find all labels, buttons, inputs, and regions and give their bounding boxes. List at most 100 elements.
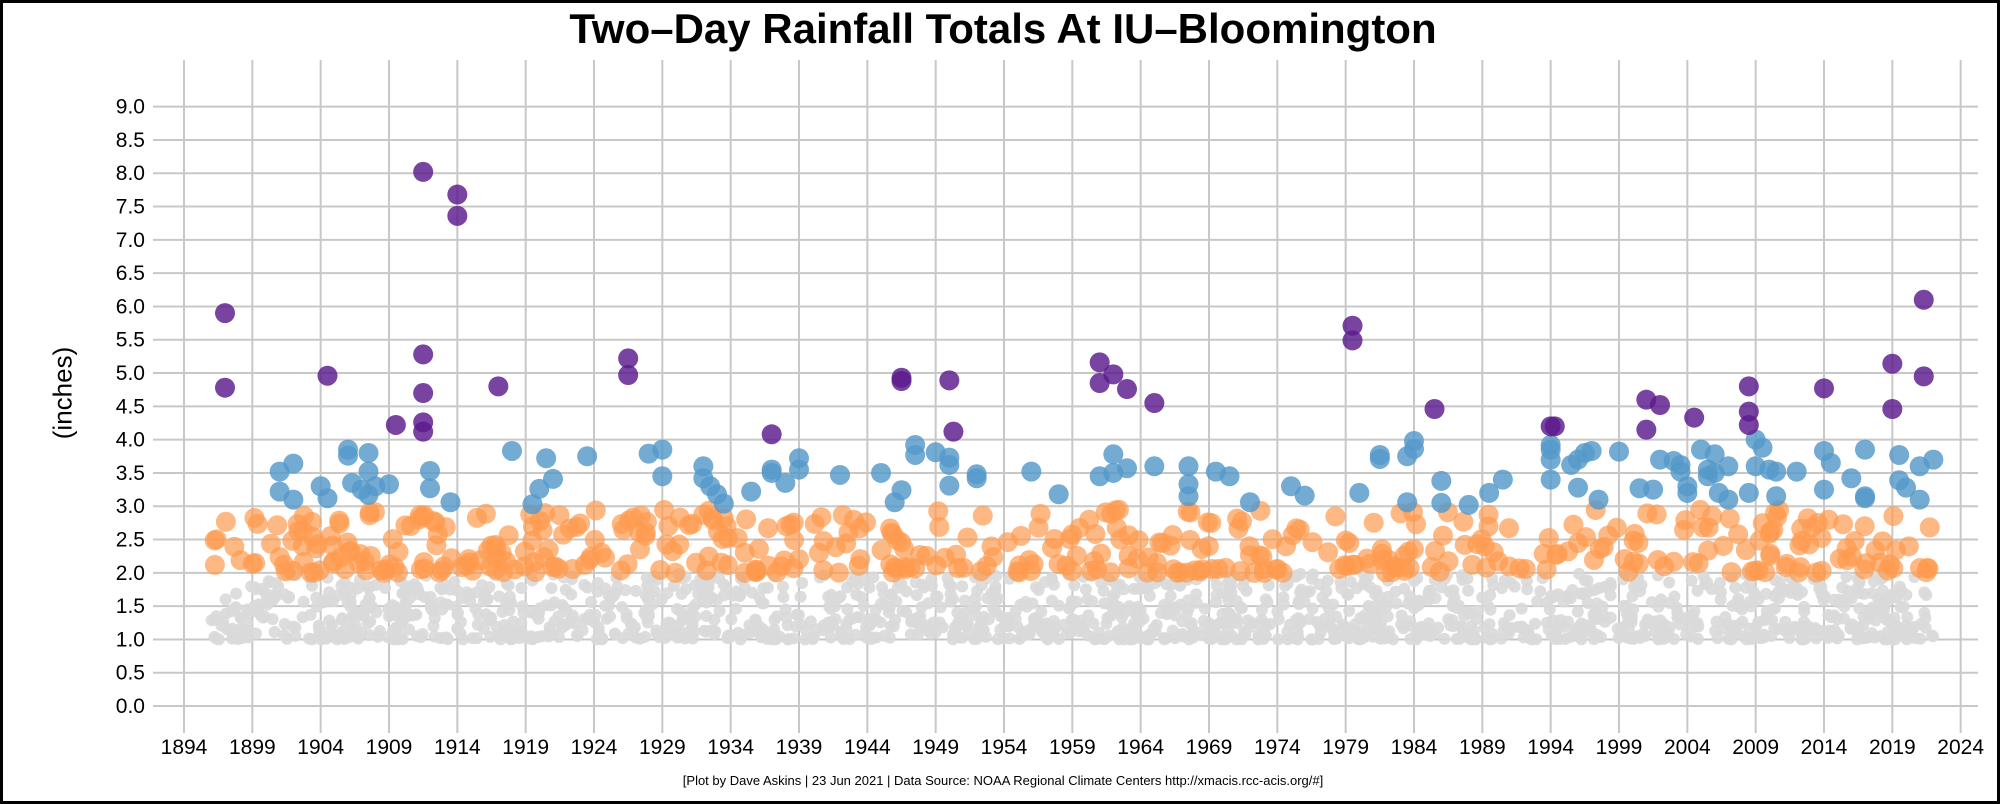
band-point <box>1272 562 1293 583</box>
band-point <box>1030 581 1043 594</box>
band-point <box>995 610 1008 623</box>
band-point <box>725 613 738 626</box>
band-layer <box>204 499 1940 646</box>
band-point <box>1390 597 1403 610</box>
band-point <box>784 530 805 551</box>
data-point <box>761 459 782 480</box>
data-point <box>1144 456 1165 477</box>
band-point <box>1919 517 1940 538</box>
x-tick-label: 2009 <box>1732 736 1779 759</box>
band-point <box>548 615 561 628</box>
band-point <box>1511 620 1524 633</box>
band-point <box>1538 527 1559 548</box>
band-point <box>1575 633 1588 646</box>
band-point <box>730 602 743 615</box>
y-tick-label: 7.5 <box>116 196 145 219</box>
band-point <box>1760 545 1781 566</box>
data-point <box>1431 470 1452 491</box>
band-point <box>703 510 724 531</box>
data-point <box>1568 477 1588 498</box>
band-point <box>1438 632 1451 645</box>
band-point <box>1596 600 1609 613</box>
band-point <box>382 602 395 615</box>
band-point <box>1215 633 1228 646</box>
band-point <box>781 619 794 632</box>
band-point <box>240 616 253 629</box>
band-point <box>956 580 969 593</box>
band-point <box>1135 582 1148 595</box>
data-point <box>891 480 912 501</box>
band-point <box>1883 506 1904 527</box>
band-point <box>708 628 721 641</box>
band-point <box>997 632 1010 645</box>
band-point <box>1019 595 1032 608</box>
tick-layer: 0.0 0.5 1.0 1.5 2.0 2.5 3.0 3.5 4.0 4.5 5.0 5.5 6.0 6… <box>116 96 1985 759</box>
band-point <box>480 592 493 605</box>
band-point <box>1478 504 1499 525</box>
data-point <box>529 478 550 499</box>
band-point <box>522 530 543 551</box>
data-point <box>1909 489 1930 510</box>
band-point <box>629 539 650 560</box>
band-point <box>434 581 447 594</box>
band-point <box>471 618 484 631</box>
band-point <box>1272 633 1285 646</box>
band-point <box>1568 532 1589 553</box>
series-layer <box>215 161 1944 515</box>
band-point <box>1020 561 1041 582</box>
x-tick-label: 2024 <box>1937 736 1984 759</box>
band-point <box>1840 570 1853 583</box>
data-point <box>420 478 440 499</box>
band-point <box>484 630 497 643</box>
band-point <box>1338 620 1351 633</box>
band-point <box>592 621 605 634</box>
band-point <box>1765 630 1778 643</box>
band-point <box>1476 591 1489 604</box>
data-point <box>1178 456 1199 477</box>
band-point <box>883 631 896 644</box>
data-point <box>1855 439 1875 460</box>
band-point <box>1730 596 1743 609</box>
band-point <box>1059 529 1080 550</box>
data-point <box>830 464 850 485</box>
band-point <box>605 591 618 604</box>
band-point <box>1778 621 1791 634</box>
band-point <box>1312 632 1325 645</box>
data-point <box>1479 482 1500 503</box>
band-point <box>1702 506 1723 527</box>
band-point <box>1918 606 1931 619</box>
data-point <box>413 383 434 404</box>
x-tick-label: 1929 <box>639 736 686 759</box>
band-point <box>1091 543 1112 564</box>
band-point <box>1593 582 1606 595</box>
data-point <box>1704 444 1725 465</box>
data-point <box>966 468 987 489</box>
band-point <box>258 610 271 623</box>
band-point <box>545 582 558 595</box>
band-point <box>248 602 261 615</box>
band-point <box>848 555 869 576</box>
band-point <box>1129 605 1142 618</box>
band-point <box>1118 558 1139 579</box>
band-point <box>1543 603 1556 616</box>
band-point <box>1262 529 1283 550</box>
data-point <box>1342 330 1363 351</box>
band-point <box>1373 590 1386 603</box>
band-point <box>1837 550 1858 571</box>
data-point <box>1896 477 1916 498</box>
band-point <box>1838 600 1851 613</box>
band-point <box>1302 532 1323 553</box>
data-point <box>1841 468 1862 489</box>
band-point <box>1713 576 1726 589</box>
x-tick-label: 1909 <box>366 736 413 759</box>
band-point <box>1325 506 1346 527</box>
band-point <box>1252 546 1273 567</box>
x-tick-label: 2019 <box>1869 736 1916 759</box>
band-point <box>399 596 412 609</box>
data-point <box>1048 484 1069 505</box>
band-point <box>1381 610 1394 623</box>
band-point <box>282 591 295 604</box>
y-tick-label: 1.5 <box>116 595 145 618</box>
data-point <box>871 462 891 483</box>
band-point <box>608 627 621 640</box>
